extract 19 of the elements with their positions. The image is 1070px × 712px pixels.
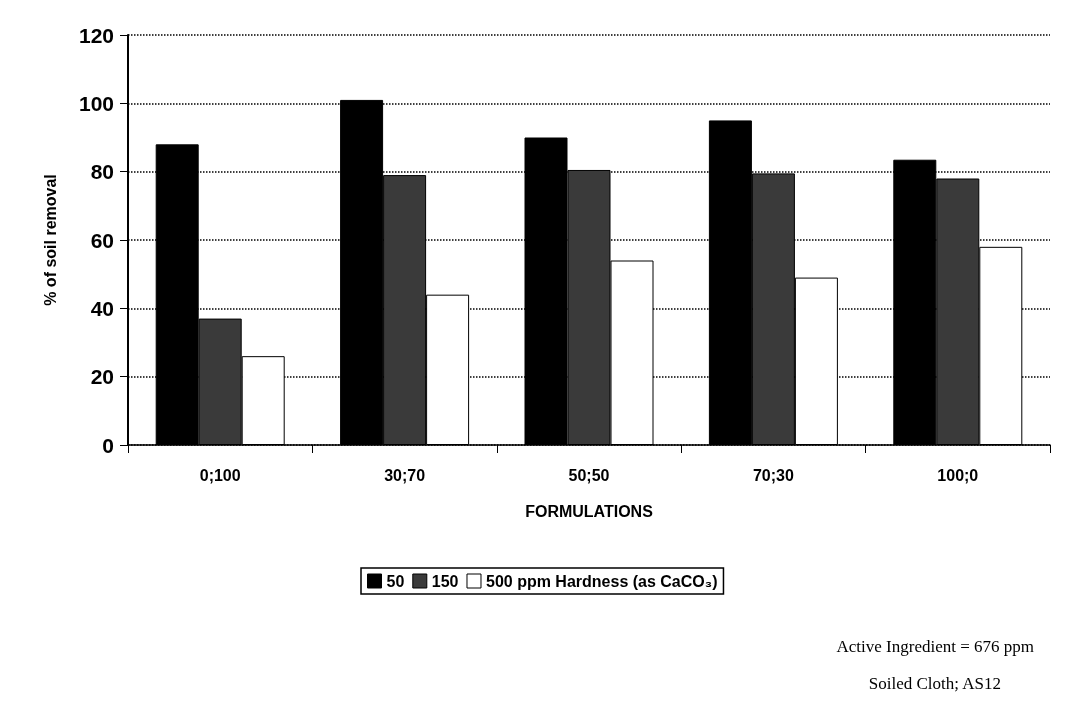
x-tick-label: 70;30 xyxy=(752,466,794,484)
y-tick-label: 120 xyxy=(78,23,114,47)
x-tick-label: 50;50 xyxy=(568,466,610,484)
x-tick-label: 0;100 xyxy=(199,466,241,484)
legend-label: 150 xyxy=(431,572,459,590)
y-tick-label: 80 xyxy=(90,160,114,184)
x-axis-title: FORMULATIONS xyxy=(525,502,654,520)
y-axis-title: % of soil removal xyxy=(41,174,59,306)
y-tick-label: 0 xyxy=(102,433,114,457)
y-tick-label: 60 xyxy=(90,228,114,252)
y-tick-label: 100 xyxy=(78,91,114,115)
y-tick-label: 40 xyxy=(90,296,114,320)
x-tick-label: 100;0 xyxy=(937,466,979,484)
legend-label: 50 xyxy=(386,572,405,590)
legend-label: 500 ppm Hardness (as CaCO₃) xyxy=(485,572,718,590)
text: Active Ingredient = 676 ppm xyxy=(836,637,1034,656)
text: Soiled Cloth; AS12 xyxy=(868,674,1002,693)
x-tick-label: 30;70 xyxy=(384,466,426,484)
y-tick-label: 20 xyxy=(90,365,114,389)
